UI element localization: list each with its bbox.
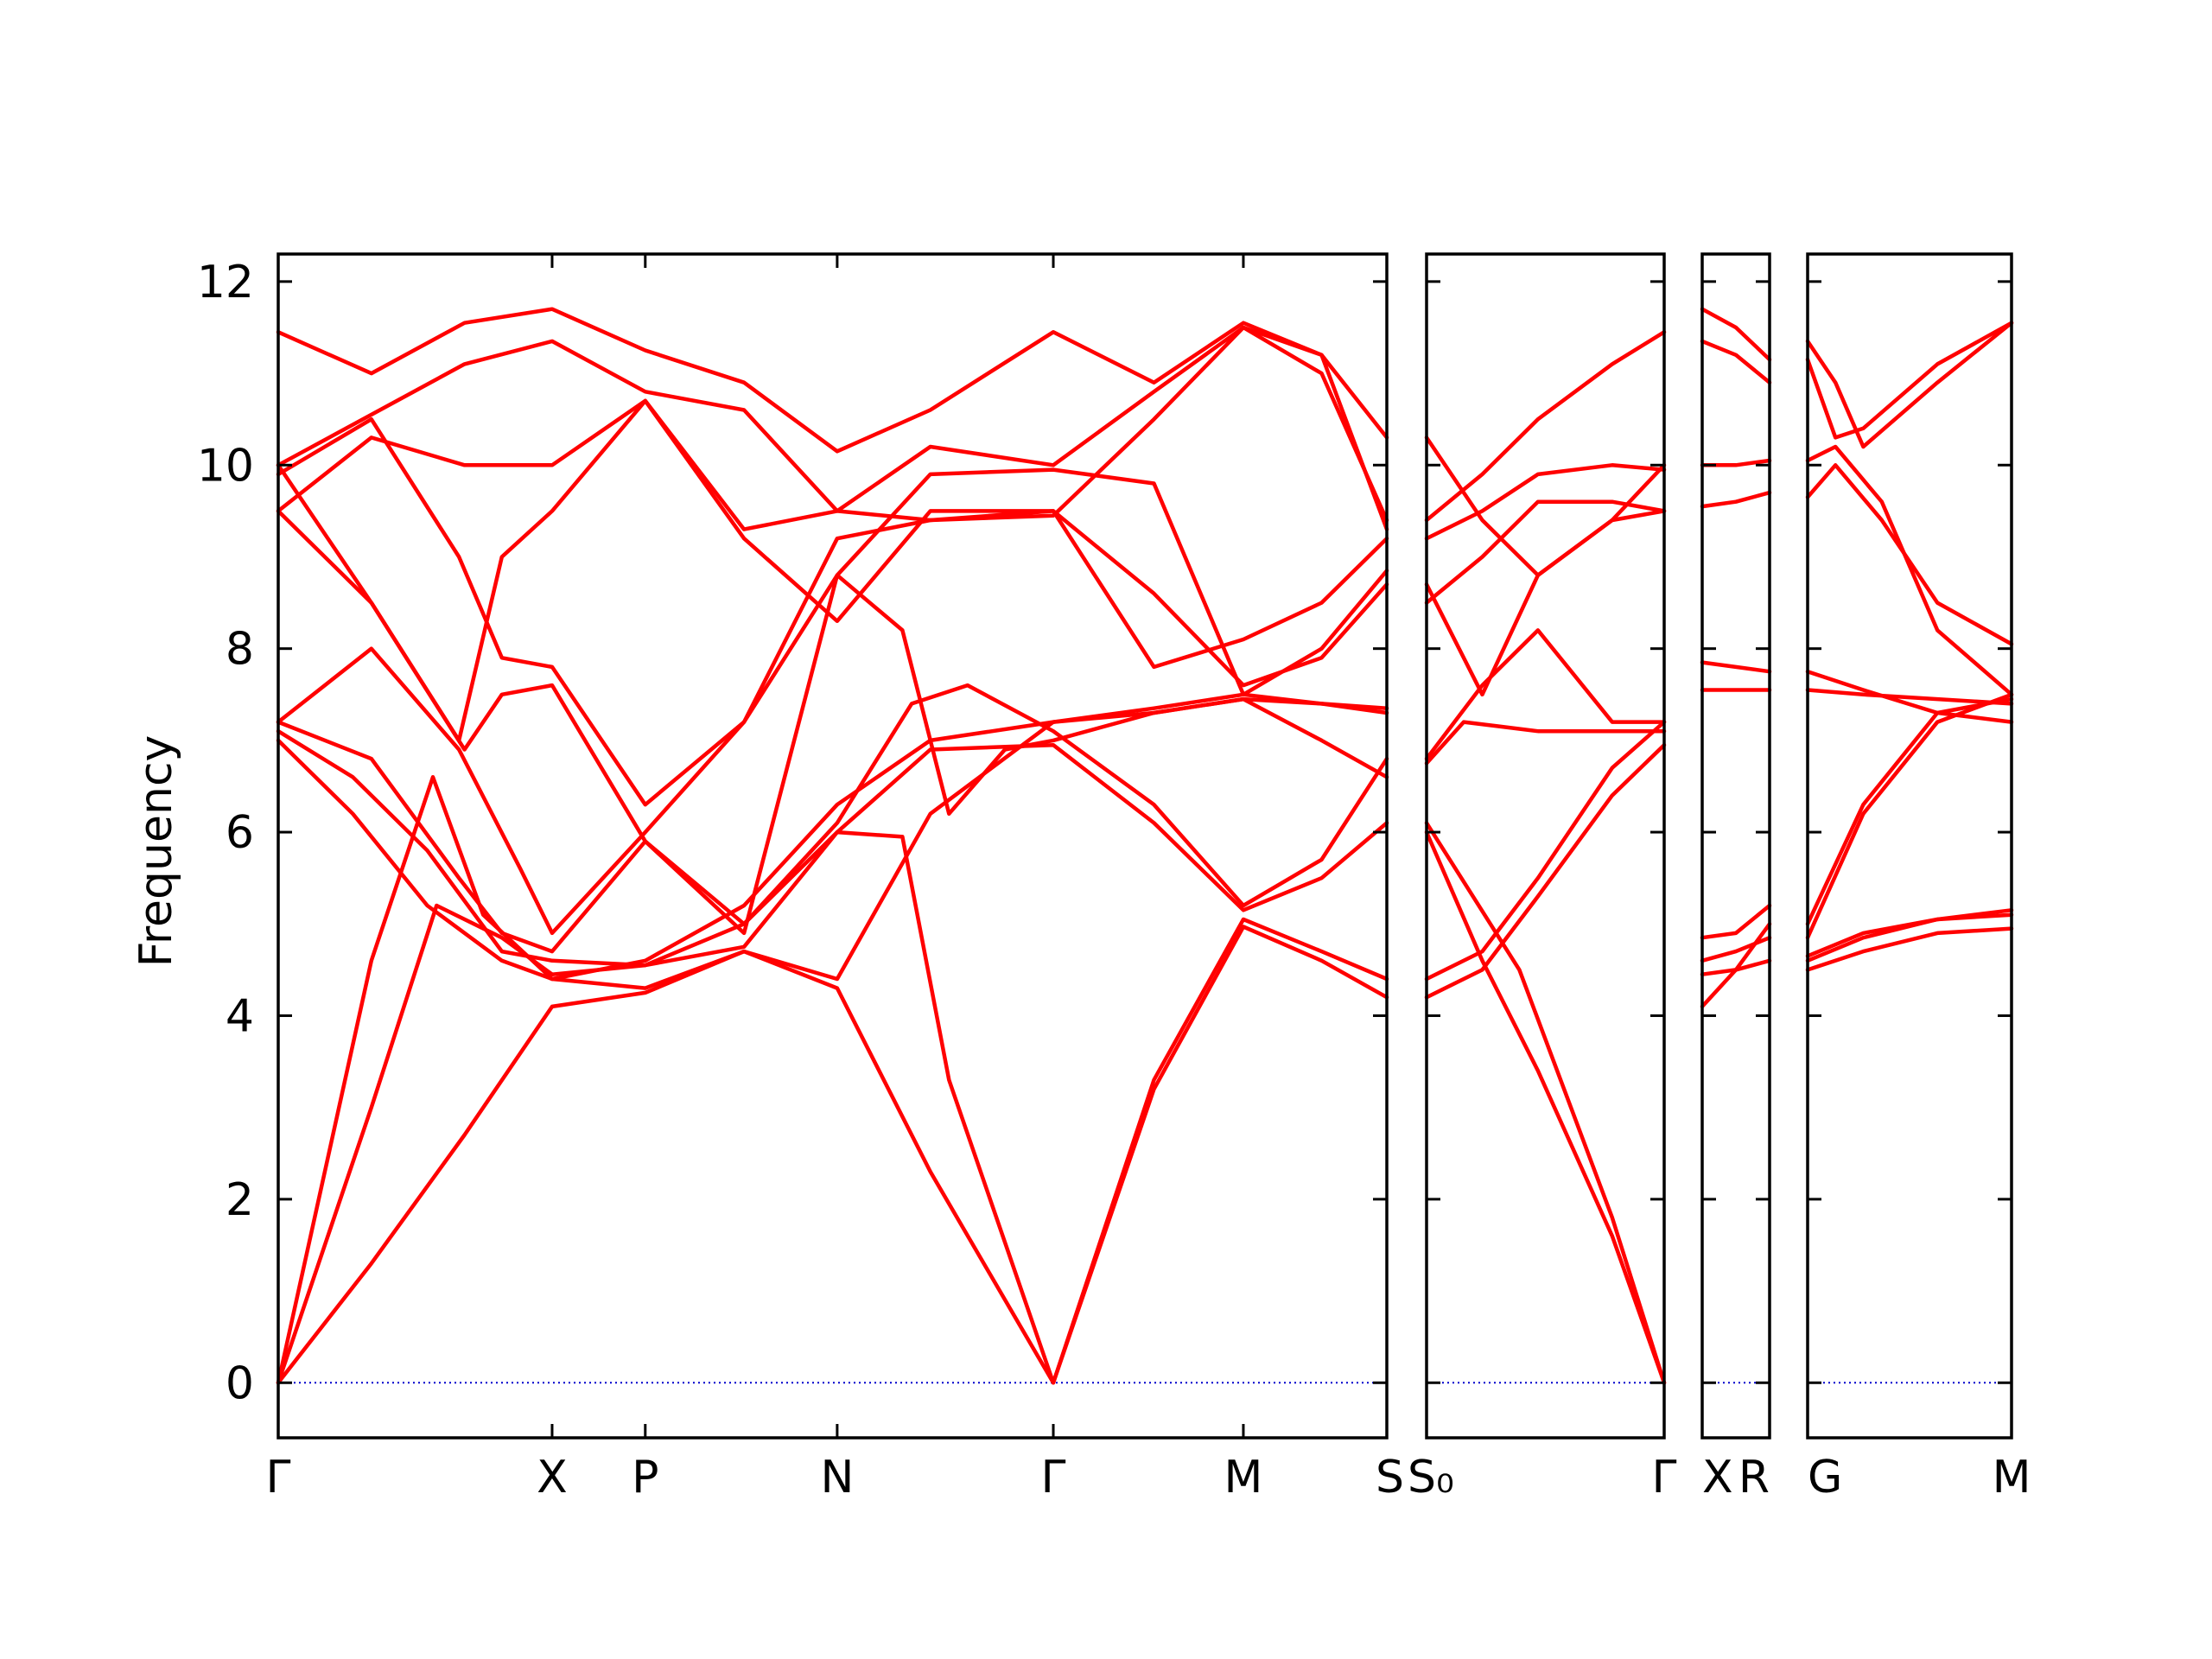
band-line: [1805, 908, 2014, 958]
x-tick-label: G: [1808, 1452, 1842, 1503]
y-tick-label: 4: [226, 990, 254, 1042]
panel-frame: [276, 252, 1389, 1440]
x-tick-label: P: [632, 1452, 658, 1503]
band-line: [1805, 688, 2014, 706]
panel-2: S₀ Γ: [1408, 252, 1677, 1503]
band-line: [276, 692, 1389, 1385]
band-line: [276, 728, 1389, 968]
panel-frame: [1425, 252, 1666, 1440]
band-line: [276, 325, 1389, 531]
band-line: [1424, 628, 1667, 761]
x-tick-label: M: [1224, 1452, 1263, 1503]
y-tick-label: 2: [226, 1174, 254, 1226]
band-line: [1424, 821, 1667, 1385]
band-line: [1424, 830, 1667, 1385]
band-line: [1424, 330, 1667, 523]
band-line: [1424, 435, 1667, 577]
band-line: [276, 339, 1389, 670]
x-tick-label: X: [537, 1452, 568, 1503]
band-line: [1700, 958, 1772, 976]
y-tick-label: 6: [226, 807, 254, 859]
band-line: [276, 325, 1389, 807]
band-line: [1700, 339, 1772, 385]
y-tick-label: 12: [197, 257, 254, 308]
x-tick-label: S₀: [1408, 1452, 1454, 1503]
band-line: [1805, 696, 2014, 926]
x-tick-label: X: [1702, 1452, 1733, 1503]
band-line: [1424, 463, 1667, 541]
band-line: [1700, 903, 1772, 940]
band-line: [1805, 926, 2014, 972]
band-line: [276, 683, 1389, 954]
band-line: [276, 398, 1389, 743]
x-tick-label: Γ: [266, 1452, 291, 1503]
x-tick-label: Γ: [1041, 1452, 1066, 1503]
panel-frame: [1700, 252, 1771, 1440]
x-tick-label: Γ: [1652, 1452, 1677, 1503]
band-line: [1805, 912, 2014, 963]
band-line: [1424, 720, 1667, 982]
x-tick-label: N: [820, 1452, 854, 1503]
panel-frame: [1806, 252, 2013, 1440]
band-line: [276, 307, 1389, 454]
band-line: [1805, 444, 2014, 697]
band-line: [1700, 935, 1772, 963]
y-tick-label: 0: [226, 1357, 254, 1409]
band-line: [1700, 307, 1772, 362]
band-line: [1424, 499, 1667, 605]
band-line: [276, 467, 1389, 936]
y-tick-label: 8: [226, 624, 254, 676]
x-tick-label: M: [1993, 1452, 2031, 1503]
band-line: [1700, 490, 1772, 509]
x-tick-label: S: [1376, 1452, 1404, 1503]
band-line: [276, 573, 1389, 936]
band-line: [1805, 321, 2014, 449]
band-line: [1805, 321, 2014, 440]
band-line: [1805, 669, 2014, 724]
x-tick-label: R: [1738, 1452, 1770, 1503]
band-line: [1805, 463, 2014, 646]
y-tick-label: 10: [197, 440, 254, 492]
band-line: [276, 830, 1389, 1385]
band-line: [276, 925, 1389, 1385]
band-line: [1424, 720, 1667, 766]
y-axis-label: Frequency: [130, 735, 182, 968]
band-line: [276, 696, 1389, 990]
band-line: [1424, 742, 1667, 1000]
band-line: [1424, 509, 1667, 697]
band-line: [1805, 692, 2014, 940]
band-line: [1700, 660, 1772, 674]
